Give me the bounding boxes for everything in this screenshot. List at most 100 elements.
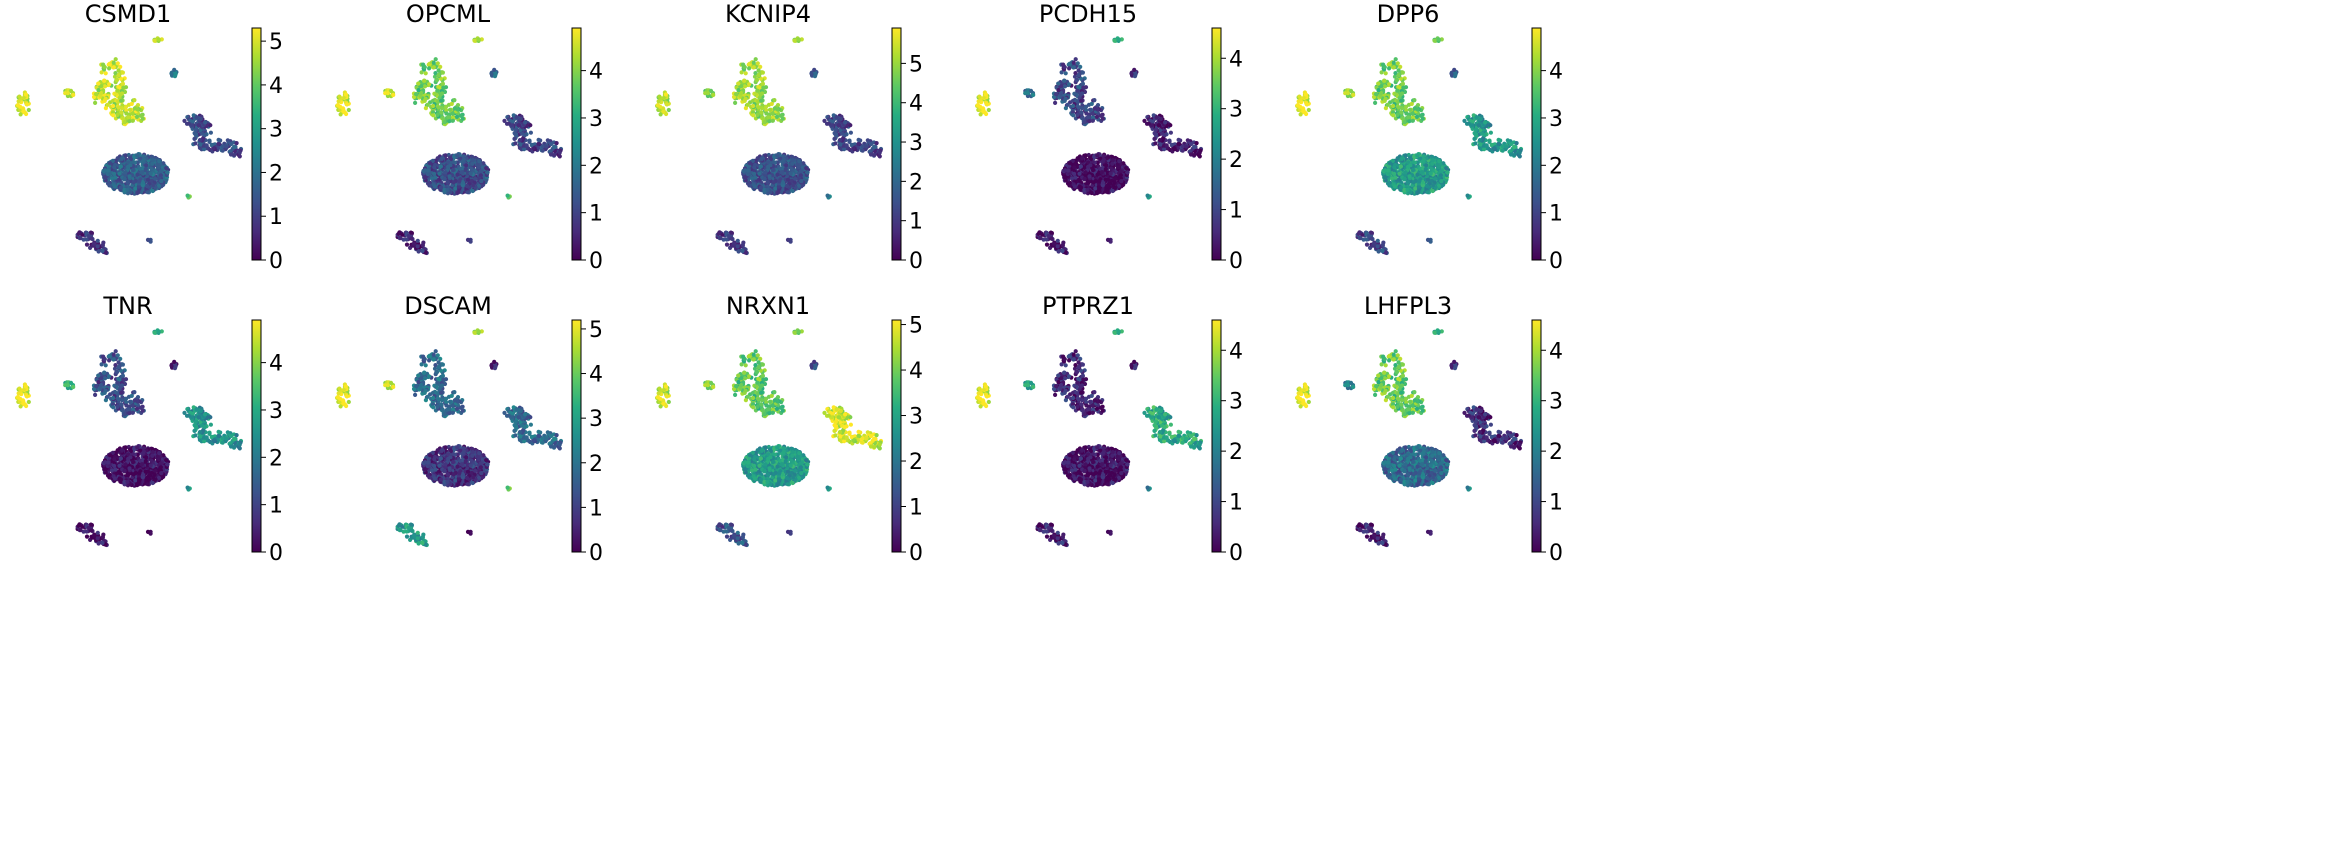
cell-point — [1051, 241, 1057, 246]
cell-point — [91, 94, 97, 100]
cell-point — [470, 161, 475, 166]
cell-point — [93, 100, 98, 105]
cell-point — [740, 243, 745, 248]
cell-point — [76, 231, 81, 236]
cell-point — [834, 115, 839, 120]
cell-point — [169, 71, 174, 76]
cell-point — [95, 244, 100, 249]
cell-point — [435, 112, 440, 117]
cell-point — [458, 113, 463, 118]
cell-point — [99, 84, 104, 89]
cell-point — [770, 111, 775, 116]
cell-point — [485, 170, 490, 175]
cell-point — [767, 107, 773, 112]
cell-point — [232, 144, 237, 150]
cell-point — [1075, 112, 1080, 117]
cell-point — [112, 165, 117, 170]
cell-point — [130, 118, 135, 123]
cell-point — [1079, 110, 1084, 115]
cell-point — [777, 179, 782, 184]
cell-point — [848, 130, 853, 135]
cell-point — [1192, 144, 1197, 150]
cell-point — [145, 190, 150, 195]
cell-point — [396, 231, 401, 236]
cell-point — [172, 67, 177, 72]
cell-point — [1084, 111, 1089, 116]
cell-point — [440, 156, 445, 161]
cell-point — [111, 110, 116, 115]
cell-point — [757, 171, 762, 176]
cell-point — [440, 81, 445, 86]
cell-point — [455, 172, 460, 177]
cell-point — [790, 161, 795, 166]
cell-point — [1105, 190, 1110, 195]
cell-point — [452, 98, 457, 103]
cell-point — [1111, 183, 1116, 188]
cell-point — [420, 243, 425, 248]
cell-point — [1083, 85, 1089, 90]
cell-point — [144, 163, 149, 168]
cell-point — [123, 170, 128, 175]
cell-point — [182, 118, 187, 123]
colorbar-tick-label: 2 — [909, 170, 923, 195]
cell-point — [780, 159, 785, 164]
cell-point — [443, 153, 448, 158]
cell-point — [756, 68, 761, 73]
cell-point — [189, 123, 194, 128]
cell-point — [1125, 170, 1130, 175]
cell-point — [440, 70, 445, 75]
cell-point — [432, 184, 437, 189]
cell-point — [705, 91, 710, 96]
cell-point — [763, 170, 768, 175]
cell-point — [1061, 62, 1066, 67]
cell-point — [1078, 185, 1084, 190]
cell-point — [165, 170, 170, 175]
cell-point — [518, 116, 523, 122]
cell-point — [432, 171, 437, 176]
cell-point — [1076, 73, 1081, 78]
cell-point — [1092, 98, 1097, 103]
colorbar-gradient — [1211, 27, 1222, 261]
cell-point — [790, 188, 795, 194]
cell-point — [135, 172, 140, 177]
colorbar-tick-label: 3 — [269, 118, 283, 143]
cell-point — [103, 106, 108, 111]
cell-point — [1055, 238, 1060, 243]
cell-point — [1152, 131, 1157, 136]
cell-point — [860, 148, 865, 153]
cell-point — [1197, 150, 1202, 155]
cell-point — [145, 177, 151, 182]
cell-point — [1080, 70, 1085, 75]
cell-point — [769, 101, 774, 106]
cell-point — [812, 67, 817, 72]
cell-point — [204, 143, 209, 148]
cell-point — [760, 81, 765, 86]
cell-point — [784, 163, 789, 168]
cell-point — [822, 118, 827, 123]
cell-point — [108, 161, 113, 166]
cell-point — [1082, 120, 1087, 125]
cell-point — [152, 38, 157, 43]
cell-point — [759, 98, 764, 103]
cell-point — [540, 148, 545, 153]
cell-point — [557, 154, 562, 159]
cell-point — [1036, 231, 1041, 236]
colorbar-tick-label: 4 — [269, 74, 283, 99]
cell-point — [529, 142, 534, 148]
cell-point — [774, 114, 779, 119]
cell-point — [107, 66, 112, 71]
cell-point — [438, 185, 444, 190]
cell-point — [136, 190, 141, 195]
cell-point — [1184, 144, 1189, 149]
cell-point — [1054, 92, 1059, 97]
cell-point — [755, 88, 760, 93]
cell-point — [198, 116, 203, 122]
cell-point — [785, 177, 791, 182]
cell-point — [208, 123, 213, 128]
cell-point — [471, 183, 476, 188]
cell-point — [220, 144, 225, 149]
cell-point — [1105, 237, 1111, 242]
cell-point — [65, 91, 70, 96]
cell-point — [557, 150, 562, 155]
cell-point — [1078, 164, 1083, 169]
